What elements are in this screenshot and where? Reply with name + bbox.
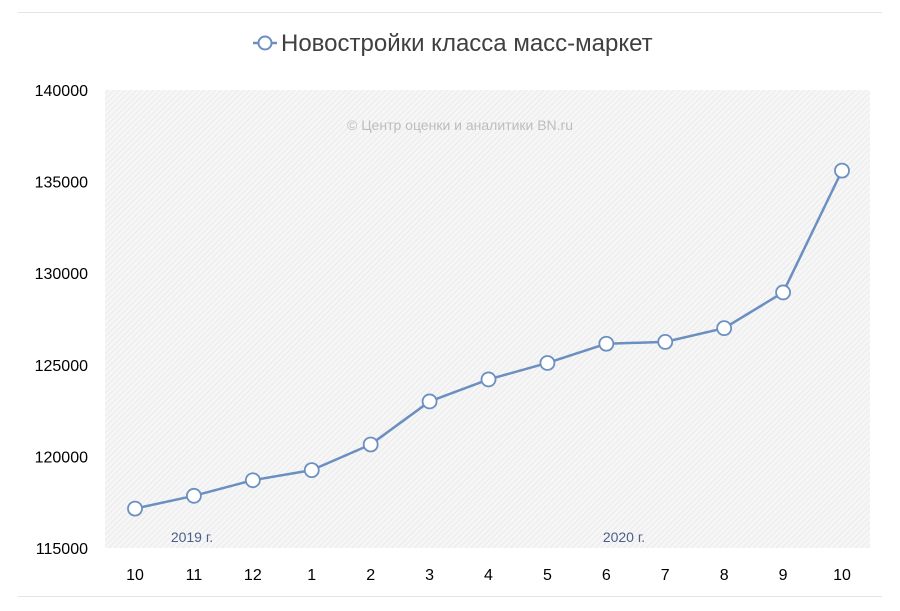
year-label-2020: 2020 г. [603, 529, 645, 545]
data-point [421, 393, 438, 410]
data-point [834, 162, 850, 179]
y-tick-label: 135000 [35, 175, 88, 192]
data-point [244, 472, 261, 489]
data-point [362, 436, 379, 453]
y-tick-label: 130000 [35, 266, 88, 283]
data-point [303, 462, 320, 479]
x-tick-label: 3 [425, 567, 434, 584]
y-axis: 115000 120000 125000 130000 135000 140000 [35, 83, 88, 558]
chart-frame [18, 12, 882, 597]
x-tick-label: 11 [186, 567, 203, 584]
data-point [657, 333, 674, 350]
x-tick-label: 6 [602, 567, 611, 584]
x-tick-label: 5 [543, 567, 552, 584]
x-tick-label: 7 [661, 567, 670, 584]
y-tick-label: 125000 [35, 358, 88, 375]
data-point [775, 284, 791, 301]
y-tick-label: 140000 [35, 83, 88, 100]
legend-label: Новостройки класса масс-маркет [281, 30, 653, 57]
year-label-2019: 2019 г. [171, 529, 213, 545]
x-tick-label: 10 [833, 567, 851, 584]
y-tick-label: 120000 [35, 449, 88, 466]
data-point [716, 320, 733, 337]
series-layer [127, 162, 850, 517]
x-tick-label: 1 [307, 567, 316, 584]
watermark: © Центр оценки и аналитики BN.ru [347, 117, 573, 133]
x-axis: 10 11 12 1 2 3 4 5 6 7 8 9 10 [126, 567, 851, 584]
x-tick-label: 4 [484, 567, 493, 584]
legend-marker [257, 35, 273, 51]
plot-area [105, 90, 870, 548]
x-tick-label: 10 [126, 567, 144, 584]
data-point [598, 335, 615, 352]
data-point [539, 355, 556, 371]
data-point [127, 500, 143, 517]
y-tick-label: 115000 [36, 541, 88, 558]
legend: Новостройки класса масс-маркет [253, 30, 653, 57]
x-tick-label: 2 [366, 567, 375, 584]
data-point [186, 487, 202, 504]
x-tick-label: 9 [779, 567, 788, 584]
x-tick-label: 8 [720, 567, 729, 584]
x-tick-label: 12 [244, 567, 262, 584]
data-point [480, 371, 497, 388]
